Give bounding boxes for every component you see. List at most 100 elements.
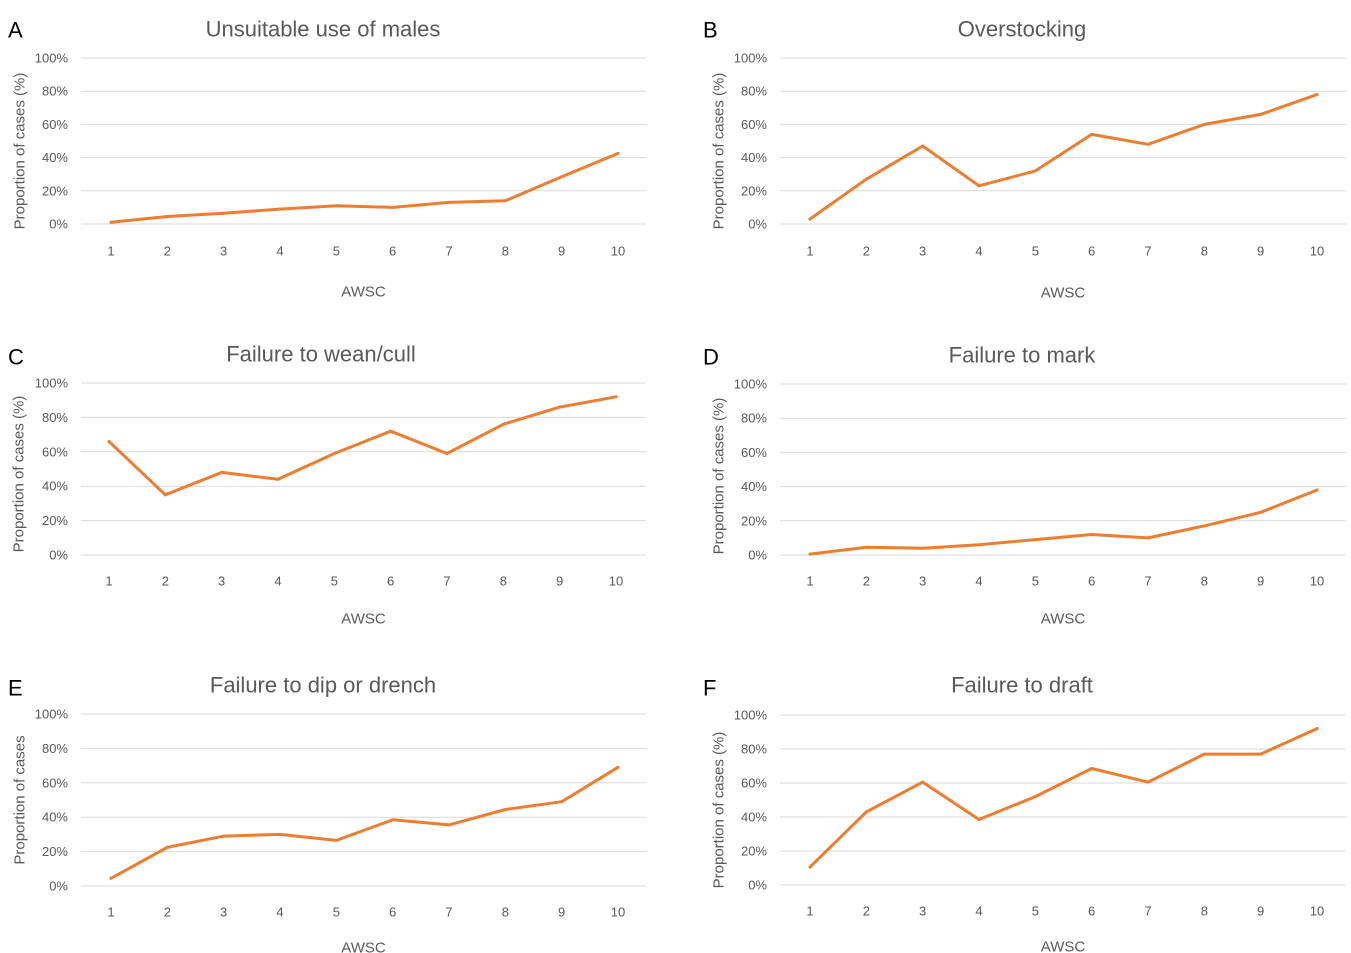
series-line-a <box>109 151 620 224</box>
chart-title-e: Failure to dip or drench <box>210 673 436 698</box>
y-tick-label: 20% <box>741 183 767 198</box>
x-tick-label: 6 <box>1088 574 1095 589</box>
x-tick-label: 10 <box>611 905 625 920</box>
x-axis-title: AWSC <box>1041 939 1086 953</box>
y-tick-label: 0% <box>748 878 767 893</box>
x-tick-label: 7 <box>445 905 452 920</box>
y-tick-label: 40% <box>42 479 68 494</box>
data-point <box>560 800 564 804</box>
data-point <box>558 405 562 409</box>
y-tick-label: 0% <box>748 548 767 563</box>
data-point <box>616 151 620 155</box>
y-tick-label: 80% <box>42 410 68 425</box>
data-point <box>222 834 226 838</box>
data-point <box>1202 122 1206 126</box>
y-tick-label: 80% <box>42 741 68 756</box>
data-point <box>334 204 338 208</box>
y-tick-label: 40% <box>42 150 68 165</box>
data-point <box>1259 752 1263 756</box>
y-tick-label: 60% <box>741 445 767 460</box>
x-axis-title: AWSC <box>1041 285 1086 302</box>
data-point <box>808 217 812 221</box>
data-point <box>501 422 505 426</box>
data-point <box>808 552 812 556</box>
y-tick-label: 100% <box>734 377 768 392</box>
panel-a: A Unsuitable use of males 0% 20% 40% 60% 80% 10… <box>8 17 646 301</box>
x-tick-label: 2 <box>162 574 169 589</box>
data-point <box>921 546 925 550</box>
data-point <box>921 780 925 784</box>
y-tick-label: 20% <box>42 513 68 528</box>
y-tick-label: 100% <box>35 707 69 722</box>
y-tick-label: 100% <box>35 376 69 391</box>
x-axis-title: AWSC <box>341 611 386 628</box>
y-tick-label: 100% <box>35 51 69 66</box>
series-line-c <box>107 395 618 497</box>
y-axis-title: Proportion of cases (%) <box>12 73 29 230</box>
x-tick-label: 8 <box>1201 904 1208 919</box>
chart-title-a: Unsuitable use of males <box>206 17 441 42</box>
x-tick-label: 10 <box>1310 574 1324 589</box>
data-point <box>391 818 395 822</box>
y-tick-label: 0% <box>49 548 68 563</box>
y-tick-label: 40% <box>741 150 767 165</box>
data-point <box>921 144 925 148</box>
x-tick-label: 5 <box>331 574 338 589</box>
x-tick-label: 7 <box>1144 244 1151 259</box>
data-point <box>334 838 338 842</box>
data-point <box>503 807 507 811</box>
panel-f: F Failure to draft 0% 20% 40% 60% 80% 100% 1 2 3 4 5… <box>703 673 1346 953</box>
x-tick-label: 9 <box>556 574 563 589</box>
panel-letter-b: B <box>703 18 718 43</box>
y-axis-title: Proportion of cases (%) <box>711 398 728 555</box>
x-tick-label: 2 <box>863 904 870 919</box>
x-tick-label: 8 <box>502 905 509 920</box>
x-tick-label: 2 <box>164 905 171 920</box>
data-point <box>109 220 113 224</box>
data-point <box>447 200 451 204</box>
x-tick-label: 1 <box>806 904 813 919</box>
y-tick-label: 80% <box>741 84 767 99</box>
y-tick-label: 60% <box>741 117 767 132</box>
series-line-e <box>109 765 620 880</box>
data-point <box>1090 767 1094 771</box>
data-point <box>864 545 868 549</box>
x-tick-label: 2 <box>863 244 870 259</box>
data-point <box>445 452 449 456</box>
x-tick-label: 4 <box>274 574 281 589</box>
panel-d: D Failure to mark 0% 20% 40% 60% 80% 100% 1 2 3 4 5 6… <box>703 343 1346 628</box>
data-point <box>1033 538 1037 542</box>
y-tick-label: 80% <box>42 84 68 99</box>
data-point <box>977 818 981 822</box>
data-point <box>616 765 620 769</box>
x-tick-label: 4 <box>975 574 982 589</box>
x-axis-title: AWSC <box>1041 611 1086 628</box>
x-tick-label: 4 <box>276 244 283 259</box>
x-tick-label: 6 <box>1088 904 1095 919</box>
data-point <box>165 215 169 219</box>
y-axis-title: Proportion of cases (%) <box>11 396 28 553</box>
x-tick-label: 7 <box>1144 574 1151 589</box>
data-point <box>503 199 507 203</box>
data-point <box>222 211 226 215</box>
x-axis-title: AWSC <box>341 940 386 953</box>
y-tick-label: 40% <box>42 810 68 825</box>
x-tick-label: 4 <box>975 904 982 919</box>
data-point <box>1259 112 1263 116</box>
data-point <box>808 865 812 869</box>
x-tick-label: 6 <box>389 905 396 920</box>
data-point <box>276 477 280 481</box>
chart-title-f: Failure to draft <box>951 673 1093 698</box>
y-tick-label: 60% <box>741 776 767 791</box>
x-tick-label: 3 <box>220 905 227 920</box>
y-tick-label: 40% <box>741 810 767 825</box>
data-point <box>107 439 111 443</box>
data-point <box>109 876 113 880</box>
data-point <box>864 177 868 181</box>
data-point <box>1146 536 1150 540</box>
panel-letter-e: E <box>8 676 23 701</box>
y-tick-label: 60% <box>42 117 68 132</box>
series-line-f <box>808 727 1319 869</box>
x-tick-label: 10 <box>1310 244 1324 259</box>
